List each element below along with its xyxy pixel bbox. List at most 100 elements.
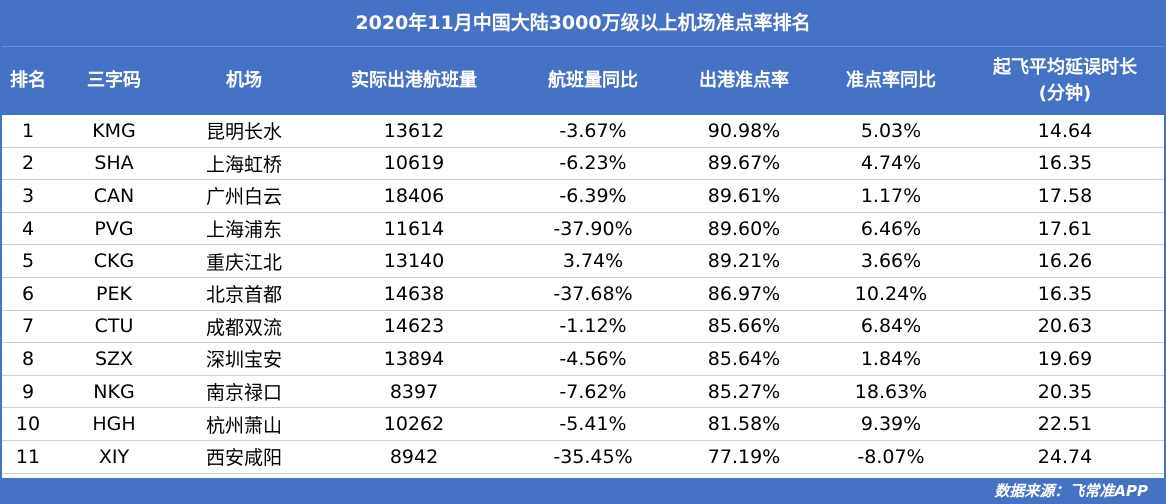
cell-ontime-rate: 85.64%	[672, 342, 816, 376]
table-row: 2 SHA 上海虹桥 10619 -6.23% 89.67% 4.74% 16.35	[2, 147, 1164, 181]
cell-flights-yoy: -6.23%	[514, 147, 672, 181]
table-row: 1 KMG 昆明长水 13612 -3.67% 90.98% 5.03% 14.64	[2, 114, 1164, 148]
cell-avg-delay: 17.58	[966, 179, 1164, 213]
cell-flights-yoy: -3.67%	[514, 114, 672, 148]
cell-flights-yoy: 3.74%	[514, 244, 672, 278]
cell-flights: 10619	[314, 147, 514, 181]
header-row: 排名 三字码 机场 实际出港航班量 航班量同比 出港准点率 准点率同比 起飞平均…	[2, 46, 1164, 115]
cell-ontime-yoy: 18.63%	[816, 375, 966, 409]
cell-flights-yoy: -1.12%	[514, 310, 672, 344]
cell-flights-yoy: -35.45%	[514, 440, 672, 474]
cell-code: CTU	[54, 310, 174, 344]
cell-flights: 8397	[314, 375, 514, 409]
cell-flights: 13894	[314, 342, 514, 376]
cell-avg-delay: 24.74	[966, 440, 1164, 474]
cell-ontime-rate: 85.27%	[672, 375, 816, 409]
cell-ontime-rate: 89.67%	[672, 147, 816, 181]
cell-code: CAN	[54, 179, 174, 213]
cell-flights-yoy: -5.41%	[514, 407, 672, 441]
table-title: 2020年11月中国大陆3000万级以上机场准点率排名	[2, 0, 1164, 46]
cell-avg-delay: 22.51	[966, 407, 1164, 441]
cell-code: SZX	[54, 342, 174, 376]
cell-ontime-yoy: 5.03%	[816, 114, 966, 148]
cell-airport: 成都双流	[174, 310, 314, 344]
cell-airport: 杭州萧山	[174, 407, 314, 441]
cell-rank: 9	[2, 375, 54, 409]
table-row: 6 PEK 北京首都 14638 -37.68% 86.97% 10.24% 16.35	[2, 277, 1164, 311]
cell-rank: 3	[2, 179, 54, 213]
cell-flights: 10262	[314, 407, 514, 441]
cell-airport: 西安咸阳	[174, 440, 314, 474]
cell-code: HGH	[54, 407, 174, 441]
cell-ontime-rate: 89.21%	[672, 244, 816, 278]
cell-ontime-yoy: 6.46%	[816, 212, 966, 246]
cell-avg-delay: 16.35	[966, 147, 1164, 181]
cell-airport: 南京禄口	[174, 375, 314, 409]
cell-flights: 13140	[314, 244, 514, 278]
header-ontime-rate: 出港准点率	[672, 46, 816, 115]
cell-code: PEK	[54, 277, 174, 311]
cell-airport: 重庆江北	[174, 244, 314, 278]
header-flights: 实际出港航班量	[314, 46, 514, 115]
cell-ontime-yoy: 3.66%	[816, 244, 966, 278]
header-flights-yoy: 航班量同比	[514, 46, 672, 115]
cell-airport: 广州白云	[174, 179, 314, 213]
cell-flights: 14623	[314, 310, 514, 344]
header-avg-delay-line1: 起飞平均延误时长	[993, 56, 1137, 78]
table-row: 11 XIY 西安咸阳 8942 -35.45% 77.19% -8.07% 24.74	[2, 440, 1164, 474]
cell-flights-yoy: -6.39%	[514, 179, 672, 213]
header-avg-delay-line2: (分钟)	[1038, 82, 1092, 104]
cell-ontime-rate: 81.58%	[672, 407, 816, 441]
cell-code: NKG	[54, 375, 174, 409]
cell-rank: 10	[2, 407, 54, 441]
cell-avg-delay: 19.69	[966, 342, 1164, 376]
ranking-table: 排名 三字码 机场 实际出港航班量 航班量同比 出港准点率 准点率同比 起飞平均…	[2, 46, 1164, 474]
cell-code: XIY	[54, 440, 174, 474]
cell-ontime-yoy: 1.84%	[816, 342, 966, 376]
cell-rank: 7	[2, 310, 54, 344]
table-row: 8 SZX 深圳宝安 13894 -4.56% 85.64% 1.84% 19.69	[2, 342, 1164, 376]
header-avg-delay: 起飞平均延误时长 (分钟)	[966, 46, 1164, 115]
cell-flights-yoy: -37.68%	[514, 277, 672, 311]
cell-flights: 14638	[314, 277, 514, 311]
cell-flights-yoy: -4.56%	[514, 342, 672, 376]
cell-ontime-rate: 85.66%	[672, 310, 816, 344]
cell-ontime-yoy: 9.39%	[816, 407, 966, 441]
header-airport: 机场	[174, 46, 314, 115]
cell-ontime-yoy: 6.84%	[816, 310, 966, 344]
table-row: 7 CTU 成都双流 14623 -1.12% 85.66% 6.84% 20.63	[2, 310, 1164, 344]
cell-rank: 4	[2, 212, 54, 246]
cell-ontime-yoy: 10.24%	[816, 277, 966, 311]
cell-ontime-yoy: 4.74%	[816, 147, 966, 181]
cell-avg-delay: 16.26	[966, 244, 1164, 278]
cell-avg-delay: 16.35	[966, 277, 1164, 311]
cell-airport: 北京首都	[174, 277, 314, 311]
cell-rank: 6	[2, 277, 54, 311]
header-ontime-yoy: 准点率同比	[816, 46, 966, 115]
cell-avg-delay: 20.35	[966, 375, 1164, 409]
cell-code: KMG	[54, 114, 174, 148]
cell-flights-yoy: -37.90%	[514, 212, 672, 246]
cell-airport: 上海虹桥	[174, 147, 314, 181]
cell-flights: 11614	[314, 212, 514, 246]
cell-code: PVG	[54, 212, 174, 246]
cell-ontime-yoy: 1.17%	[816, 179, 966, 213]
cell-avg-delay: 17.61	[966, 212, 1164, 246]
cell-rank: 8	[2, 342, 54, 376]
cell-rank: 11	[2, 440, 54, 474]
cell-flights: 8942	[314, 440, 514, 474]
data-source: 数据来源：飞常准APP	[2, 478, 1164, 504]
table-row: 4 PVG 上海浦东 11614 -37.90% 89.60% 6.46% 17.61	[2, 212, 1164, 246]
cell-ontime-rate: 90.98%	[672, 114, 816, 148]
cell-ontime-rate: 77.19%	[672, 440, 816, 474]
cell-rank: 5	[2, 244, 54, 278]
cell-avg-delay: 14.64	[966, 114, 1164, 148]
cell-rank: 1	[2, 114, 54, 148]
cell-code: CKG	[54, 244, 174, 278]
cell-flights: 13612	[314, 114, 514, 148]
cell-rank: 2	[2, 147, 54, 181]
cell-ontime-rate: 89.61%	[672, 179, 816, 213]
cell-flights: 18406	[314, 179, 514, 213]
header-rank: 排名	[2, 46, 54, 115]
